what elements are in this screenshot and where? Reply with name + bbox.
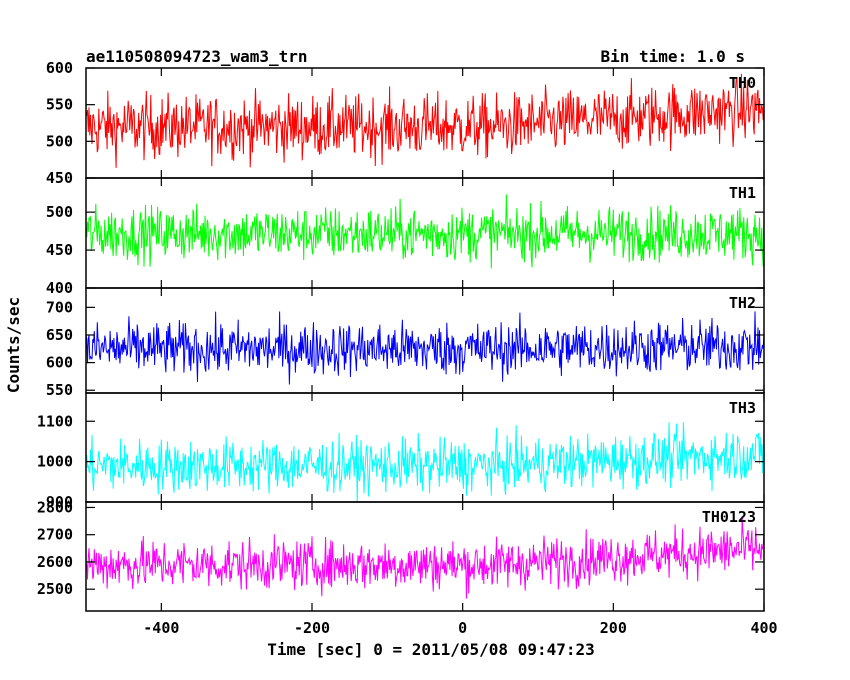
panel-frame <box>85 501 765 612</box>
panel-label: TH2 <box>729 294 756 312</box>
y-tick-label: 900 <box>46 493 73 511</box>
panel-label: TH0 <box>729 74 756 92</box>
series-line-th1 <box>86 194 764 269</box>
x-tick-label: 200 <box>600 619 627 637</box>
y-tick-label: 2800 <box>37 498 73 516</box>
chart-title: ae110508094723_wam3_trn <box>86 47 308 66</box>
y-tick-label: 450 <box>46 169 73 187</box>
y-axis-label: Counts/sec <box>4 297 23 393</box>
y-tick-label: 550 <box>46 96 73 114</box>
panel-th0: 450 500 550 600 TH0 <box>46 59 765 187</box>
y-tick-label: 1000 <box>37 453 73 471</box>
series-line-th0 <box>86 73 764 168</box>
y-tick-label: 600 <box>46 354 73 372</box>
y-tick-label: 700 <box>46 298 73 316</box>
y-tick-label: 450 <box>46 241 73 259</box>
x-tick-label: 0 <box>458 619 467 637</box>
y-tick-label: 1100 <box>37 412 73 430</box>
panel-label: TH3 <box>729 399 756 417</box>
y-tick-label: 400 <box>46 279 73 297</box>
panel-th2: 550 600 650 700 TH2 <box>46 287 765 399</box>
y-tick-label: 650 <box>46 326 73 344</box>
panel-label: TH0123 <box>702 508 756 526</box>
y-tick-label: 2700 <box>37 526 73 544</box>
panel-label: TH1 <box>729 184 756 202</box>
x-tick-label: 400 <box>750 619 777 637</box>
x-tick-label: -200 <box>294 619 330 637</box>
y-tick-label: 2500 <box>37 580 73 598</box>
bin-time-label: Bin time: 1.0 s <box>601 47 746 66</box>
panel-th0123: 2500 2600 2700 2800 TH0123 <box>37 498 765 612</box>
y-tick-label: 500 <box>46 203 73 221</box>
series-line-th0123 <box>86 516 764 599</box>
y-tick-label: 500 <box>46 132 73 150</box>
x-axis-label: Time [sec] 0 = 2011/05/08 09:47:23 <box>267 640 595 659</box>
series-line-th3 <box>86 422 764 502</box>
y-tick-label: 550 <box>46 381 73 399</box>
panel-th1: 400 450 500 TH1 <box>46 177 765 297</box>
panels-group: 450 500 550 600 TH0 400 450 500 TH1 550 600 650 700 T… <box>37 59 778 637</box>
panel-th3: 900 1000 1100 TH3 <box>37 392 765 511</box>
y-tick-label: 2600 <box>37 553 73 571</box>
y-tick-label: 600 <box>46 59 73 77</box>
series-line-th2 <box>86 311 764 385</box>
x-tick-label: -400 <box>143 619 179 637</box>
